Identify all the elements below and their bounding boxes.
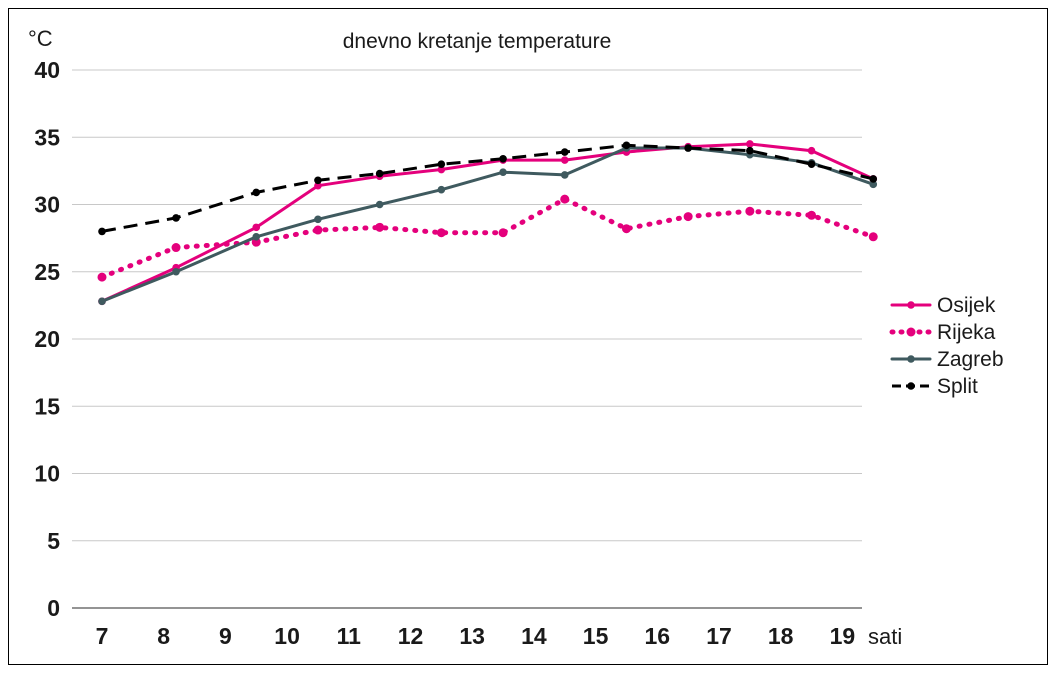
- series-line-rijeka: [99, 196, 876, 280]
- legend-item-rijeka: Rijeka: [889, 321, 996, 344]
- data-point-osijek-3: [314, 181, 322, 190]
- data-point-zagreb-5: [437, 185, 446, 194]
- series-split: [98, 141, 878, 236]
- legend-label-zagreb: Zagreb: [937, 348, 1004, 371]
- x-axis-ticks: 7 8 9 10 11 12 13 14 15 16 17 18 19: [96, 623, 856, 649]
- data-point-zagreb-0: [98, 297, 106, 306]
- x-tick-label-8: 8: [157, 623, 170, 649]
- data-point-zagreb-4: [375, 200, 384, 209]
- legend: Osijek Rijeka Zagreb Split: [889, 294, 1004, 398]
- x-tick-label-15: 15: [583, 623, 609, 649]
- data-point-osijek-5: [437, 165, 446, 174]
- series-osijek: [98, 140, 878, 306]
- data-point-split-6: [499, 154, 507, 163]
- legend-label-osijek: Osijek: [937, 294, 996, 317]
- x-tick-label-9: 9: [219, 623, 232, 649]
- data-point-osijek-10: [746, 140, 754, 148]
- data-point-rijeka-12: [868, 232, 878, 242]
- series-lines: [97, 140, 878, 306]
- data-point-zagreb-2: [252, 232, 261, 241]
- data-point-split-4: [375, 169, 384, 178]
- data-point-rijeka-11: [807, 210, 817, 220]
- gridlines: [72, 69, 862, 609]
- data-point-rijeka-7: [560, 194, 570, 204]
- y-tick-label-5: 5: [47, 528, 60, 554]
- data-point-rijeka-10: [745, 206, 755, 216]
- data-point-zagreb-12: [869, 180, 878, 189]
- data-point-split-11: [807, 160, 816, 168]
- data-point-split-5: [437, 160, 446, 168]
- legend-marker-zagreb: [907, 355, 915, 363]
- data-point-zagreb-6: [499, 168, 507, 177]
- legend-item-split: Split: [892, 375, 978, 398]
- x-tick-label-13: 13: [459, 623, 485, 649]
- x-tick-label-11: 11: [337, 623, 362, 649]
- legend-item-osijek: Osijek: [890, 294, 996, 317]
- data-point-rijeka-0: [97, 272, 107, 282]
- data-point-rijeka-9: [683, 212, 693, 222]
- y-tick-label-35: 35: [34, 124, 60, 150]
- data-point-rijeka-4: [375, 222, 385, 232]
- data-point-split-7: [560, 148, 569, 156]
- series-line-osijek: [100, 142, 875, 303]
- data-point-rijeka-2: [251, 237, 261, 247]
- legend-marker-rijeka: [906, 327, 916, 337]
- data-point-zagreb-7: [560, 171, 569, 179]
- chart-frame: [8, 8, 1048, 665]
- data-point-rijeka-1: [171, 243, 181, 253]
- series-zagreb: [98, 144, 878, 306]
- x-tick-label-7: 7: [96, 623, 109, 649]
- legend-marker-split: [907, 382, 915, 390]
- y-axis-unit: °C: [28, 26, 53, 51]
- x-axis-unit: sati: [868, 624, 902, 649]
- y-tick-label-40: 40: [34, 57, 60, 83]
- data-point-split-1: [172, 214, 180, 222]
- x-tick-label-10: 10: [274, 623, 300, 649]
- y-axis-ticks: 0 5 10 15 20 25 30 35 40: [34, 57, 60, 621]
- data-point-rijeka-8: [621, 224, 631, 234]
- series-rijeka: [97, 194, 878, 282]
- series-line-zagreb: [100, 146, 875, 303]
- x-tick-label-12: 12: [398, 623, 424, 649]
- data-point-split-12: [869, 175, 878, 183]
- data-point-rijeka-3: [313, 225, 323, 235]
- x-tick-label-18: 18: [768, 623, 794, 649]
- x-tick-label-16: 16: [645, 623, 671, 649]
- data-point-osijek-11: [807, 146, 816, 155]
- data-point-osijek-7: [560, 156, 569, 164]
- x-tick-label-19: 19: [830, 623, 856, 649]
- y-tick-label-25: 25: [34, 259, 60, 285]
- series-line-split: [101, 143, 874, 233]
- x-tick-label-17: 17: [706, 623, 732, 649]
- legend-label-rijeka: Rijeka: [937, 321, 996, 344]
- data-point-split-0: [98, 227, 106, 236]
- y-tick-label-20: 20: [34, 326, 60, 352]
- legend-item-zagreb: Zagreb: [890, 348, 1004, 371]
- data-point-zagreb-1: [172, 267, 180, 276]
- data-point-osijek-2: [252, 223, 261, 232]
- legend-label-split: Split: [937, 375, 978, 398]
- legend-marker-osijek: [907, 301, 915, 309]
- data-point-split-9: [684, 144, 692, 152]
- chart-title: dnevno kretanje temperature: [343, 30, 612, 53]
- data-point-zagreb-3: [314, 215, 322, 224]
- data-point-rijeka-6: [498, 228, 508, 238]
- data-point-rijeka-5: [436, 228, 446, 238]
- y-tick-label-0: 0: [47, 595, 60, 621]
- y-tick-label-15: 15: [34, 393, 60, 419]
- y-tick-label-10: 10: [34, 461, 60, 487]
- data-point-split-2: [252, 188, 261, 197]
- y-tick-label-30: 30: [34, 192, 60, 218]
- data-point-split-3: [314, 176, 322, 185]
- data-point-split-10: [746, 146, 754, 155]
- data-point-split-8: [622, 141, 631, 150]
- x-tick-label-14: 14: [521, 623, 547, 649]
